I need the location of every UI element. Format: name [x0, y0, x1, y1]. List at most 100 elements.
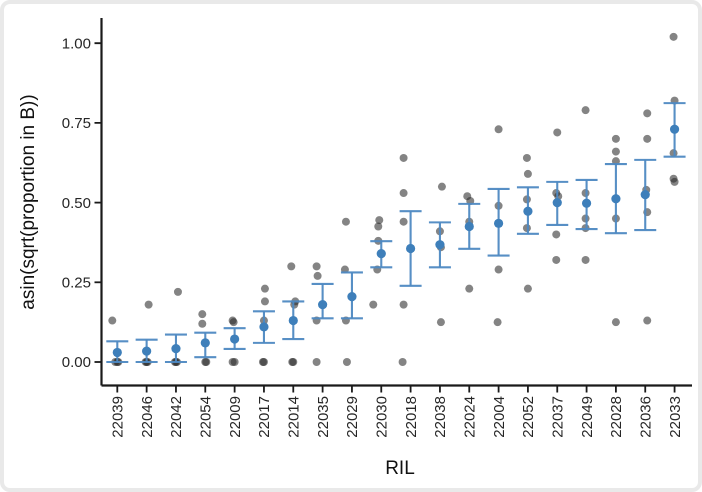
mean-point [376, 249, 386, 259]
observation-point [581, 106, 590, 115]
observation-point [611, 147, 620, 156]
observation-point [523, 169, 532, 178]
observation-point [198, 319, 207, 328]
observation-point [342, 358, 351, 366]
observation-point [670, 177, 679, 186]
observation-point [581, 255, 590, 264]
y-axis-title: asin(sqrt(proportion in B)) [18, 94, 39, 309]
mean-point [669, 124, 680, 134]
observation-point [669, 32, 678, 41]
mean-point [493, 218, 504, 228]
mean-point [259, 322, 269, 332]
ril-observations-22009 [228, 316, 239, 366]
ril-summary-22046 [135, 338, 158, 364]
observation-point [553, 128, 562, 137]
ril-summary-22042 [164, 333, 187, 364]
observation-point [173, 287, 182, 296]
y-tick-label: 1.00 [62, 35, 91, 52]
ril-summary-22017 [252, 310, 275, 344]
ril-summary-22033 [663, 102, 686, 158]
x-tick-label: 22039 [110, 396, 127, 438]
ril-observations-22017 [258, 284, 269, 366]
ril-summary-22039 [106, 340, 129, 364]
x-tick-label: 22028 [608, 396, 625, 438]
ril-summary-22009 [223, 327, 246, 350]
mean-point [142, 346, 152, 356]
observation-point [287, 262, 296, 271]
mean-point [347, 292, 357, 302]
observation-point [313, 271, 322, 280]
observation-point [202, 358, 211, 366]
observation-point [436, 318, 445, 327]
observation-point [611, 318, 620, 327]
mean-point [200, 338, 210, 348]
ril-observations-22029 [340, 217, 351, 366]
observation-point [552, 230, 561, 239]
x-tick-label: 22038 [432, 396, 449, 438]
x-tick-label: 22049 [579, 396, 596, 438]
observation-point [494, 125, 503, 134]
ril-observations-22018 [398, 153, 408, 366]
ril-summary-22028 [604, 162, 627, 235]
x-tick-label: 22035 [315, 396, 332, 438]
observation-point [494, 265, 503, 274]
y-tick-label: 0.75 [62, 115, 91, 132]
observation-point [523, 284, 532, 293]
ril-summary-22035 [311, 282, 334, 320]
observation-point [399, 217, 408, 226]
ril-summary-22037 [546, 180, 569, 226]
mean-point [581, 198, 592, 208]
observation-point [399, 189, 408, 198]
ril-summary-22024 [458, 202, 481, 250]
x-tick-label: 22046 [139, 396, 156, 438]
observation-point [144, 300, 153, 309]
x-axis-title: RIL [385, 458, 415, 479]
observation-point [522, 153, 531, 162]
observation-point [312, 262, 321, 271]
observation-point [375, 216, 384, 225]
mean-point [406, 243, 416, 254]
observation-point [312, 358, 321, 366]
y-tick-label: 0.00 [62, 354, 91, 371]
mean-point [464, 221, 474, 232]
ril-summary-22029 [340, 271, 363, 320]
mean-point [435, 240, 445, 250]
x-tick-label: 22017 [256, 396, 273, 438]
ril-observations-22036 [642, 109, 652, 325]
mean-point [318, 300, 328, 310]
ril-summary-22018 [399, 210, 422, 287]
x-tick-label: 22042 [168, 396, 185, 438]
mean-point [230, 334, 240, 344]
observation-point [465, 284, 474, 293]
observation-point [260, 297, 269, 306]
mean-point [112, 347, 122, 358]
observation-point [643, 134, 652, 143]
summary-layer [106, 102, 686, 364]
observation-point [108, 316, 117, 325]
mean-point [288, 315, 298, 326]
x-tick-label: 22018 [403, 396, 420, 438]
ril-summary-22014 [282, 300, 305, 341]
x-tick-label: 22036 [637, 396, 654, 438]
axes: 0.00 0.25 0.50 0.75 1.00 22039 22046 22042 22054… [62, 18, 692, 438]
observation-point [437, 182, 446, 191]
observation-point [341, 217, 350, 226]
x-tick-label: 22054 [197, 396, 214, 438]
x-tick-label: 22030 [373, 396, 390, 438]
ril-summary-22030 [370, 240, 393, 269]
observation-point [230, 358, 239, 366]
observation-point [611, 134, 620, 143]
x-tick-label: 22037 [549, 396, 566, 438]
ril-summary-22054 [194, 331, 217, 359]
ril-observations-22035 [312, 262, 322, 366]
ril-summary-22038 [428, 221, 451, 269]
observation-point [374, 222, 383, 231]
mean-point [523, 206, 533, 216]
observations-layer [108, 32, 679, 366]
observation-point [399, 153, 408, 162]
chart-root: 0.00 0.25 0.50 0.75 1.00 22039 22046 22042 22054… [62, 18, 692, 438]
mean-point [611, 194, 621, 204]
observation-point [643, 109, 652, 118]
x-tick-label: 22024 [461, 396, 478, 438]
